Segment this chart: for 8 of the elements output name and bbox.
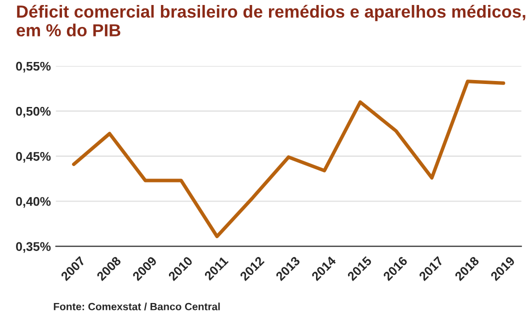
line-series: [72, 80, 506, 238]
chart-title: Déficit comercial brasileiro de remédios e aparelhos médicos, em % do PIB: [16, 4, 526, 36]
y-tick-label: 0,45%: [16, 152, 51, 163]
y-tick-label: 0,40%: [16, 197, 51, 208]
y-tick-label: 0,35%: [16, 242, 51, 253]
y-tick-label: 0,55%: [16, 62, 51, 72]
source-note: Fonte: Comexstat / Banco Central: [54, 302, 220, 310]
y-tick-label: 0,50%: [16, 106, 51, 118]
